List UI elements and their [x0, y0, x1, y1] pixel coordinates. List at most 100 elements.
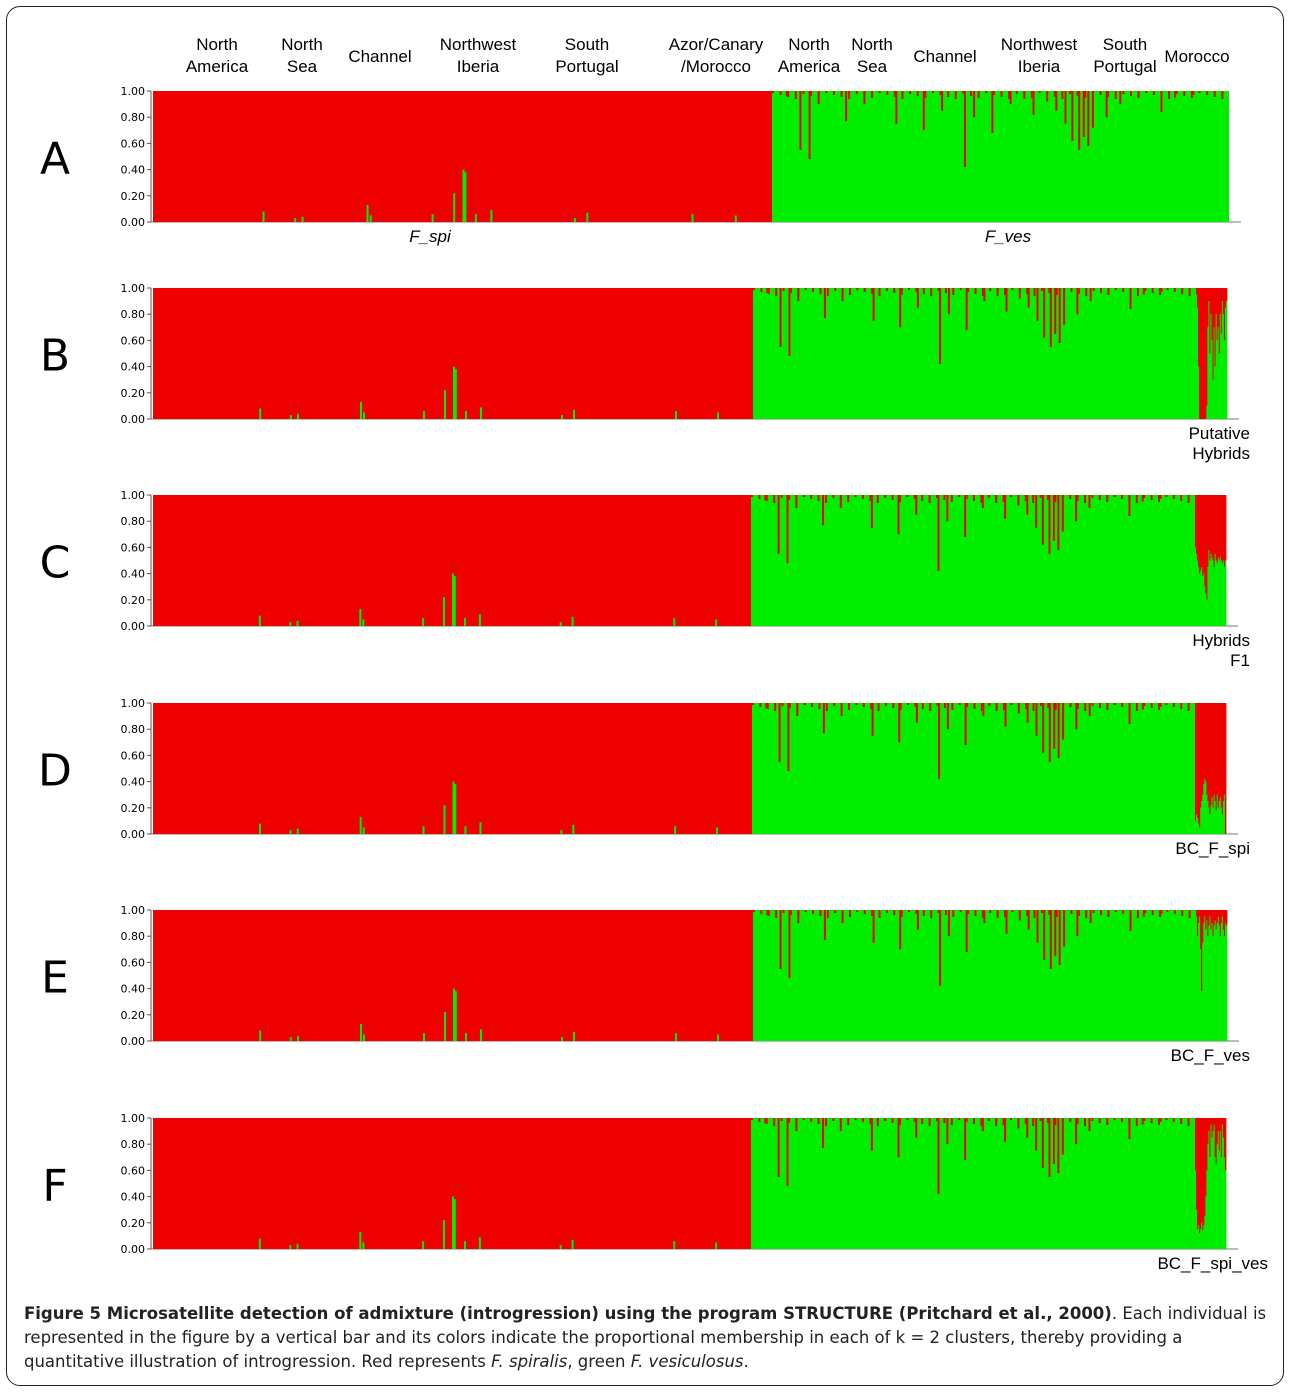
population-labels: North AmericaNorth SeaChannelNorthwest Iber…	[186, 35, 1230, 76]
individual-bar-red	[1180, 703, 1182, 709]
y-tick-label: 0.80	[121, 111, 146, 124]
individual-bar-red	[779, 703, 781, 762]
individual-bar-red	[995, 495, 997, 500]
individual-bar-red	[871, 91, 873, 98]
individual-bar-red	[1165, 1118, 1167, 1120]
individual-bar-red	[1057, 495, 1059, 550]
individual-bar-red	[1143, 495, 1145, 498]
individual-bar-red	[1043, 288, 1045, 338]
population-label: North Sea	[851, 35, 893, 76]
individual-bar-red	[805, 910, 807, 912]
individual-bar-red	[818, 495, 820, 501]
individual-bar-red	[834, 288, 836, 291]
individual-bar-red	[774, 703, 776, 711]
individual-bar-red	[946, 495, 948, 521]
individual-bar-red	[1019, 910, 1021, 914]
individual-bar-red	[1077, 703, 1079, 709]
individual-bar-red	[909, 91, 911, 94]
population-label-line: Iberia	[457, 57, 500, 76]
individual-bar-green	[443, 597, 445, 626]
individual-bar-red	[988, 703, 990, 706]
individual-bar-red	[783, 910, 785, 913]
individual-bar-red	[856, 288, 858, 290]
individual-bar-red	[1143, 703, 1145, 706]
individual-bar-red	[1059, 288, 1061, 343]
individual-bar-red	[1054, 495, 1056, 502]
individual-bar-green	[573, 1032, 575, 1041]
individual-bar-green	[360, 817, 362, 834]
individual-bar-red	[908, 288, 910, 290]
individual-bar-red	[862, 495, 864, 499]
population-label: South Portugal	[555, 35, 618, 76]
individual-bar-red	[1048, 288, 1050, 293]
y-tick-label: 1.00	[121, 85, 146, 98]
individual-bar-red	[1062, 495, 1064, 497]
individual-bar-red	[1158, 1118, 1160, 1125]
individual-bar-red	[864, 288, 866, 292]
individual-bar-red	[833, 91, 835, 95]
individual-bar-red	[797, 910, 799, 917]
individual-bar-red	[797, 288, 799, 295]
population-label: Channel	[913, 47, 976, 66]
individual-bar-green	[367, 205, 369, 222]
group-label: BC_F_ves	[1171, 1046, 1250, 1065]
individual-bar-red	[1128, 1118, 1130, 1124]
individual-bar-red	[1199, 91, 1201, 93]
individual-bar-red	[923, 910, 925, 916]
individual-bar-red	[753, 288, 755, 290]
individual-bar-red	[783, 288, 785, 291]
panel-f: F1.000.800.600.400.200.00BC_F_spi_ves	[42, 1112, 1268, 1273]
individual-bar-green	[302, 217, 304, 222]
individual-bar-red	[787, 1118, 789, 1186]
individual-bar-red	[886, 91, 888, 95]
individual-bar-red	[1106, 1118, 1108, 1125]
individual-bar-red	[1040, 1118, 1042, 1121]
individual-bar-red	[1151, 495, 1153, 500]
population-label-line: Portugal	[555, 57, 618, 76]
caption-text-2: , green	[567, 1352, 630, 1371]
individual-bar-red	[930, 910, 932, 918]
panel-letter: F	[42, 1161, 67, 1212]
individual-bar-red	[819, 288, 821, 294]
individual-bar-red	[799, 91, 801, 150]
individual-bar-red	[772, 91, 774, 93]
individual-bar-red	[947, 91, 949, 97]
y-tick-label: 0.60	[121, 137, 146, 150]
individual-bar-red	[1011, 910, 1013, 912]
hybrid-bar-green	[1226, 301, 1227, 419]
individual-bar-red	[967, 910, 969, 914]
individual-bar-red	[1034, 288, 1036, 296]
hybrid-bar-red	[1226, 288, 1227, 301]
individual-bar-red	[1025, 703, 1027, 709]
individual-bar-green	[572, 1240, 574, 1249]
individual-bar-red	[964, 495, 966, 537]
individual-bar-red	[751, 1118, 753, 1120]
individual-bar-green	[290, 415, 292, 419]
panel-letter: D	[38, 746, 72, 797]
individual-bar-red	[1047, 1118, 1049, 1123]
y-tick-label: 0.00	[121, 413, 146, 426]
individual-bar-red	[1107, 91, 1109, 97]
individual-bar-red	[773, 1118, 775, 1126]
population-label-line: Morocco	[1164, 47, 1229, 66]
individual-bar-red	[790, 910, 792, 915]
y-tick-label: 0.40	[121, 983, 146, 996]
individual-bar-red	[804, 703, 806, 705]
individual-bar-red	[948, 910, 950, 936]
y-tick-label: 0.40	[121, 568, 146, 581]
individual-bar-red	[945, 910, 947, 915]
individual-bar-red	[781, 1118, 783, 1121]
group-label-line: BC_F_spi	[1175, 839, 1250, 858]
individual-bar-red	[810, 1118, 812, 1122]
individual-bar-red	[1152, 288, 1154, 293]
group-label-line: F1	[1230, 651, 1250, 670]
individual-bar-red	[943, 1118, 945, 1123]
individual-bar-red	[1137, 288, 1139, 296]
individual-bar-red	[1122, 288, 1124, 292]
y-tick-label: 1.00	[121, 282, 146, 295]
y-tick-label: 0.80	[121, 515, 146, 528]
individual-bar-red	[1099, 1118, 1101, 1123]
individual-bar-red	[980, 1118, 982, 1126]
individual-bar-red	[988, 1118, 990, 1121]
individual-bar-red	[796, 703, 798, 710]
